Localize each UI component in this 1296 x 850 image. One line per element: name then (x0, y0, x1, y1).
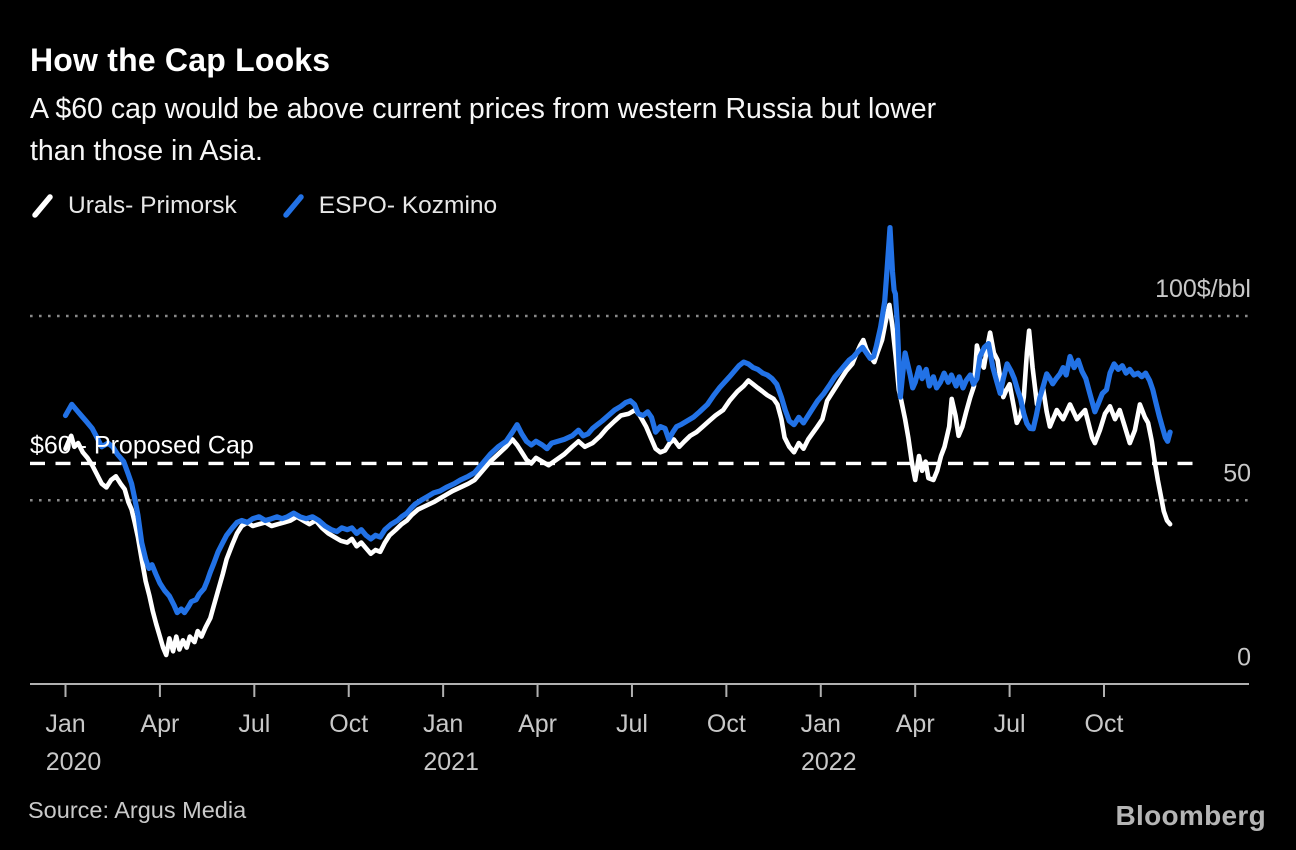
bloomberg-logo: Bloomberg (1115, 800, 1266, 831)
x-tick-label-year: 2022 (801, 748, 857, 776)
x-tick-label-month: Jul (238, 710, 270, 738)
legend-item-espo: ESPO- Kozmino (281, 192, 497, 220)
x-tick-label-year: 2020 (46, 748, 102, 776)
series-line-espo (62, 225, 1173, 616)
x-tick-label-month: Jul (994, 710, 1026, 738)
x-tick-label-month: Jan (801, 710, 841, 738)
series-line-urals (63, 302, 1173, 658)
subtitle-line-1: A $60 cap would be above current prices … (30, 93, 937, 125)
x-tick-label-month: Apr (140, 710, 179, 738)
x-tick-label-month: Apr (518, 710, 557, 738)
source-credit: Source: Argus Media (28, 797, 247, 823)
chart-subtitle: A $60 cap would be above current prices … (30, 88, 1260, 172)
subtitle-line-2: than those in Asia. (30, 135, 263, 167)
legend-label-espo: ESPO- Kozmino (318, 192, 498, 219)
x-tick-label-month: Jan (423, 710, 463, 738)
page-title: How the Cap Looks (30, 42, 331, 78)
x-tick-label-month: Jan (45, 710, 85, 738)
x-tick-label-month: Oct (1085, 710, 1124, 738)
legend-item-urals: Urals- Primorsk (30, 192, 237, 220)
x-tick-label-month: Apr (896, 710, 935, 738)
y-axis-label-100: 100$/bbl (1155, 275, 1251, 303)
x-tick-label-month: Oct (329, 710, 368, 738)
chart-legend: Urals- Primorsk ESPO- Kozmino (30, 192, 497, 220)
x-tick-label-month: Oct (707, 710, 746, 738)
proposed-cap-label: $60 - Proposed Cap (30, 431, 254, 459)
x-tick-label-month: Jul (616, 710, 648, 738)
legend-label-urals: Urals- Primorsk (68, 192, 237, 219)
x-tick-label-year: 2021 (423, 748, 479, 776)
y-axis-label-50: 50 (1223, 459, 1251, 487)
urals-line-swatch-icon (32, 194, 53, 218)
y-axis-label-0: 0 (1237, 644, 1251, 672)
espo-line-swatch-icon (283, 194, 304, 218)
